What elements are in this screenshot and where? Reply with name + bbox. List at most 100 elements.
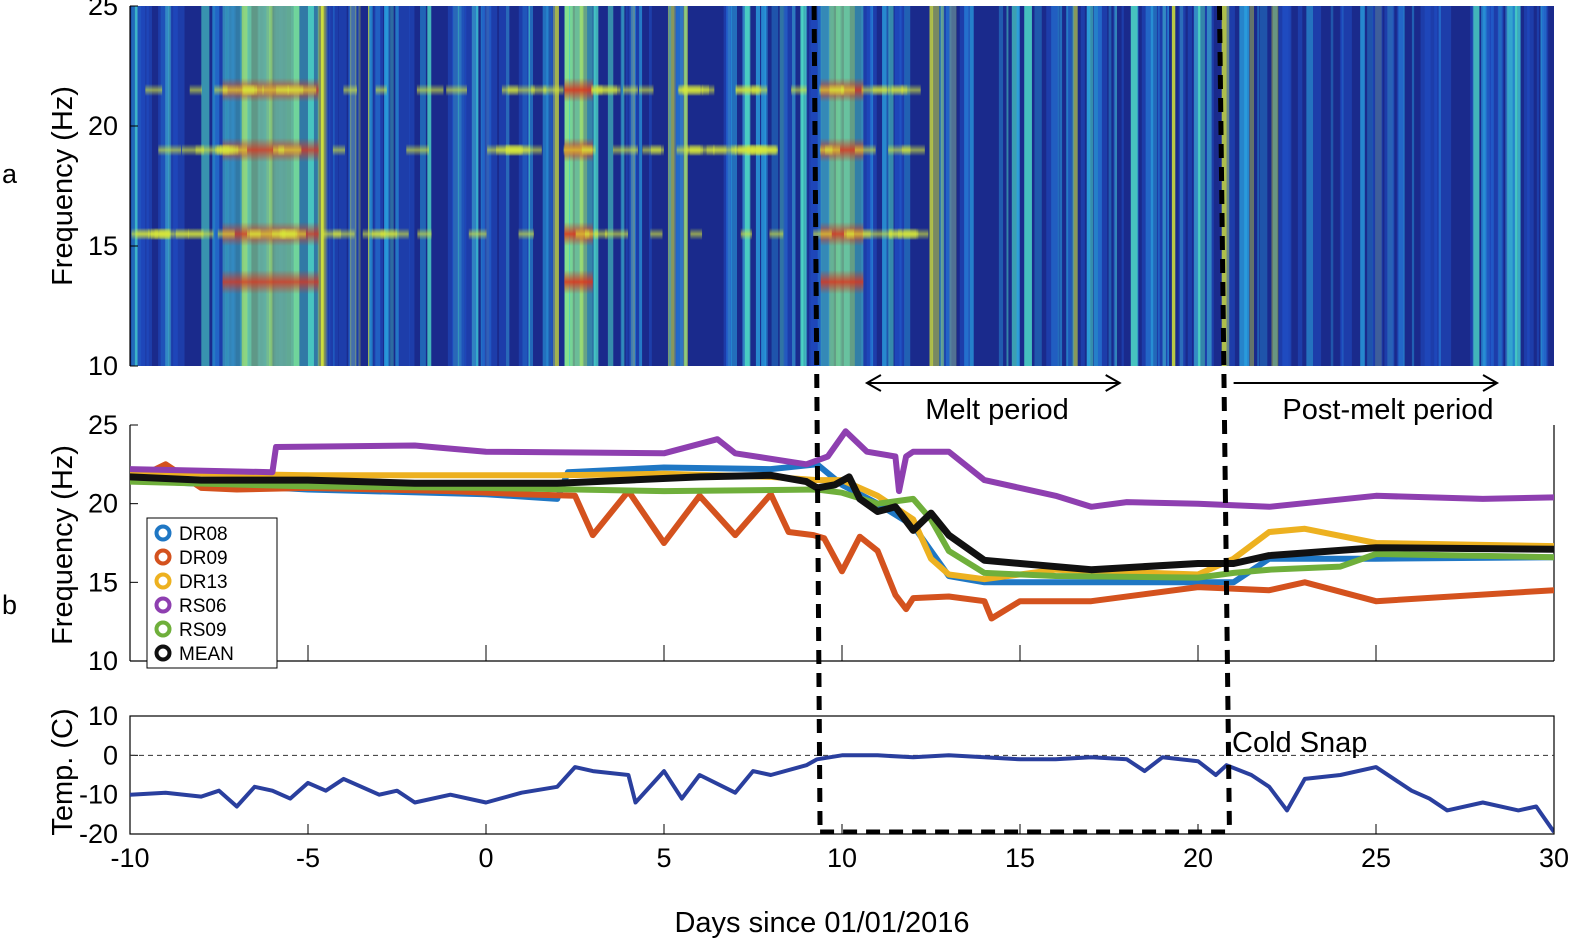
spectrogram-streak	[259, 6, 270, 366]
x-tick-label: 0	[478, 843, 493, 873]
spectrogram-band-segment	[158, 144, 182, 156]
spectrogram-streak	[761, 6, 767, 366]
temperature-axis: -20 -10 0 10	[79, 701, 138, 849]
spectrogram-streak	[1150, 6, 1157, 366]
legend-marker-dr13	[154, 572, 172, 590]
spectrogram-streak	[146, 6, 152, 366]
spectrogram-streak	[1068, 6, 1071, 366]
frequency-ylabel: Frequency (Hz)	[47, 445, 79, 645]
spectrogram-energy-column	[820, 6, 864, 366]
spectrogram-streak	[1330, 6, 1334, 366]
spectrogram-energy-core	[829, 6, 855, 366]
spectrogram-band-segment	[690, 228, 703, 240]
spectrogram-streak	[1072, 6, 1078, 366]
spectrogram-streak	[427, 6, 432, 366]
spectrogram-streak	[1508, 6, 1517, 366]
event-line-melt-start	[811, 5, 823, 835]
spectrogram-band-segment	[612, 144, 638, 156]
b-y-tick-label: 15	[88, 567, 118, 597]
spectrogram-band-segment	[563, 144, 593, 156]
spectrogram-streak	[779, 6, 788, 366]
series-line-dr13	[130, 469, 1554, 583]
spectrogram-streak	[820, 6, 832, 366]
spectrogram-streak	[1093, 6, 1102, 366]
b-y-tick-label: 25	[88, 410, 118, 440]
spectrogram-streak	[373, 6, 384, 366]
spectrogram-streak	[894, 6, 903, 366]
spectrogram-band-segment	[829, 84, 845, 96]
post-melt-arrow-head-right	[1482, 374, 1500, 392]
melt-arrow-head-left	[864, 374, 882, 392]
spectrogram-streak	[1439, 6, 1452, 366]
spectrogram-band-segment	[217, 228, 235, 240]
legend-marker-dr09	[154, 548, 172, 566]
frequency-series	[130, 428, 1554, 622]
spectrogram-streak	[464, 6, 477, 366]
x-tick-label: -10	[110, 843, 149, 873]
b-y-tick-label: 20	[88, 489, 118, 519]
spectrogram-streak	[872, 6, 877, 366]
spectrogram-streak	[1059, 6, 1063, 366]
spectrogram-band-segment	[623, 84, 638, 96]
spectrogram-streak	[481, 6, 492, 366]
spectrogram-band-segment	[901, 84, 921, 96]
spectrogram-band-segment	[531, 84, 547, 96]
spectrogram-streak	[1524, 6, 1530, 366]
x-tick-label: 5	[656, 843, 671, 873]
spectrogram-streak	[489, 6, 498, 366]
spectrogram-streak	[528, 6, 531, 366]
spectrogram-band-segment	[518, 228, 534, 240]
spectrogram-hot-band	[564, 78, 593, 102]
spectrogram-streak	[552, 6, 559, 366]
post-melt-period-label: Post-melt period	[1282, 394, 1493, 426]
spectrogram-streak	[1485, 6, 1494, 366]
spectrogram-streak	[475, 6, 479, 366]
spectrogram-streak	[1360, 6, 1365, 366]
spectrogram-band-segment	[854, 144, 876, 156]
spectrogram-streak	[325, 6, 331, 366]
spectrogram-streak	[328, 6, 339, 366]
spectrogram-streak	[542, 6, 549, 366]
spectrogram-streak	[499, 6, 510, 366]
spectrogram-streak	[1434, 6, 1440, 366]
spectrogram-streak	[280, 6, 283, 366]
spectrogram-band-segment	[740, 228, 752, 240]
spectrogram-streak	[771, 6, 779, 366]
spectrogram-band-segment	[501, 84, 523, 96]
spectrogram-streak	[888, 6, 894, 366]
spectrogram-streak	[447, 6, 454, 366]
spectrogram-streak	[1239, 6, 1248, 366]
spectrogram-streak	[742, 6, 745, 366]
spectrogram-streak	[668, 6, 672, 366]
legend-label-dr09: DR09	[179, 548, 228, 569]
spectrogram-streak	[278, 6, 281, 366]
spectrogram-streak	[742, 6, 751, 366]
spectrogram-streak	[1272, 6, 1278, 366]
spectrogram-streak	[131, 6, 138, 366]
spectrogram-streak	[1141, 6, 1151, 366]
spectrogram-streak	[1137, 6, 1139, 366]
spectrogram-streak	[550, 6, 555, 366]
spectrogram-streak	[158, 6, 169, 366]
spectrogram-band-segment	[604, 228, 629, 240]
spectrogram-streak	[1113, 6, 1117, 366]
spectrogram-streak	[409, 6, 415, 366]
spectrogram-band-segment	[417, 228, 432, 240]
legend-marker-dr08	[154, 524, 172, 542]
event-line-melt-end	[1216, 5, 1232, 835]
spectrogram-streak	[574, 6, 583, 366]
x-tick-label: 25	[1361, 843, 1391, 873]
spectrogram-streak	[784, 6, 796, 366]
legend-marker-rs06	[154, 596, 172, 614]
spectrogram-band-segment	[889, 228, 917, 240]
spectrogram-streak	[837, 6, 843, 366]
spectrogram-streak	[290, 6, 295, 366]
temperature-panel: -20 -10 0 10 Temp. (C) Cold Snap	[47, 701, 1555, 849]
spectrogram-band-segment	[751, 84, 768, 96]
spectrogram-streak	[1011, 6, 1019, 366]
legend-marker-mean	[154, 644, 172, 662]
spectrogram-streak	[1505, 6, 1508, 366]
x-axis-label: Days since 01/01/2016	[674, 907, 969, 939]
spectrogram-band-segment	[362, 228, 386, 240]
